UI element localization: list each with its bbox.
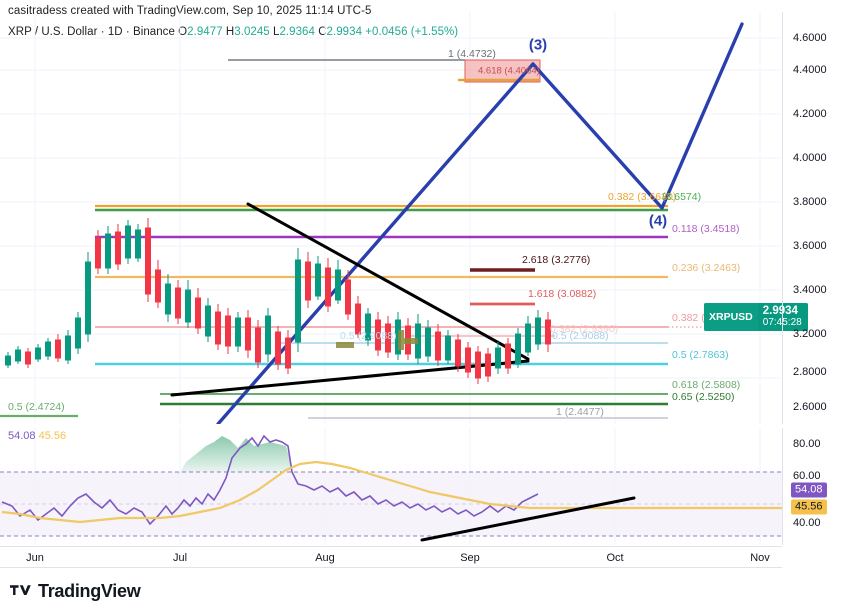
price-badge-symbol: XRPUSD [704, 303, 758, 331]
price-axis-label-5: 3.6000 [793, 240, 827, 252]
rsi-axis-label-60: 60.00 [793, 470, 821, 482]
fib-label-0-118-3-4518: 0.118 (3.4518) [672, 223, 740, 235]
time-axis-label-jul: Jul [172, 552, 188, 564]
price-axis-label-6: 3.4000 [793, 284, 827, 296]
attribution-text: casitradess created with TradingView.com… [8, 5, 372, 17]
symbol-legend: XRP / U.S. Dollar · 1D · Binance O2.9477… [8, 26, 458, 38]
rsi-overbought-fill [178, 436, 292, 476]
fib-label-0-5-2-7863: 0.5 (2.7863) [672, 349, 729, 361]
fib-label-0-5-2-9088-left: 0.5 (2.9088) [340, 330, 397, 342]
rsi-ma-value-tag: 45.56 [791, 499, 827, 515]
rsi-legend: 54.08 45.56 [8, 430, 66, 442]
rsi-value-tag: 54.08 [791, 482, 827, 498]
rsi-axis-label-40: 40.00 [793, 517, 821, 529]
fib-label-0-382-3-6630: 0.382 (3.6630) [608, 191, 677, 203]
fib-label-1-2-4477: 1 (2.4477) [556, 406, 604, 418]
rsi-legend-ma-value: 45.56 [38, 430, 67, 442]
elliott-wave-projection [216, 22, 744, 424]
fib-label-0-236-3-2463: 0.236 (3.2463) [672, 262, 741, 274]
fib-label-4-618: 4.618 (4.4064) [478, 65, 540, 77]
time-axis-label-nov: Nov [750, 552, 770, 564]
rsi-plot-svg [0, 428, 782, 545]
rsi-level-lines [0, 471, 782, 537]
price-axis-label-3: 4.0000 [793, 152, 827, 164]
open-value: 2.9477 [187, 26, 223, 38]
tradingview-mark-icon [10, 584, 31, 595]
time-axis-label-jun: Jun [26, 552, 44, 564]
price-plot-svg [0, 12, 782, 424]
wave-label-4: (4) [648, 212, 668, 230]
price-badge-price: 2.9934 [762, 305, 798, 317]
price-pane[interactable]: 1 (4.4732) 4.618 (4.4064) 0.382 (3.6630)… [0, 12, 782, 424]
time-axis-label-aug: Aug [315, 552, 335, 564]
time-axis[interactable]: Jun Jul Aug Sep Oct Nov [0, 546, 782, 568]
price-axis-label-7: 3.2000 [793, 328, 827, 340]
low-key: L [273, 26, 280, 38]
fib-label-0-382-2-9390: 0.382 (2.9390) [550, 323, 619, 335]
change-percent: (+1.55%) [410, 26, 459, 38]
wave-label-3: (3) [528, 36, 548, 54]
time-axis-label-oct: Oct [606, 552, 624, 564]
symbol-name[interactable]: XRP / U.S. Dollar · 1D · Binance [8, 26, 175, 38]
rsi-grid-vertical [34, 428, 761, 545]
low-value: 2.9364 [279, 26, 315, 38]
fib-label-2-618-3-2776: 2.618 (3.2776) [522, 254, 591, 266]
close-key: C [318, 26, 327, 38]
close-value: 2.9934 [326, 26, 363, 38]
rsi-line [1, 434, 539, 526]
rsi-pane[interactable] [0, 428, 782, 545]
price-axis-label-0: 4.6000 [793, 32, 827, 44]
high-value: 3.0245 [234, 26, 270, 38]
rsi-axis-label-80: 80.00 [793, 438, 821, 450]
grid-horizontal [0, 37, 782, 379]
order-markers [336, 330, 418, 350]
fib-label-1-618-3-0882: 1.618 (3.0882) [528, 288, 597, 300]
tradingview-wordmark: TradingView [38, 581, 141, 601]
price-axis-label-4: 3.8000 [793, 196, 827, 208]
rsi-axis[interactable]: 80.00 60.00 54.08 45.56 40.00 [782, 428, 860, 545]
fib-label-0-5-2-4724: 0.5 (2.4724) [8, 401, 65, 413]
open-key: O [178, 26, 188, 38]
change-value: +0.0456 [365, 26, 408, 38]
rsi-legend-rsi-value: 54.08 [8, 430, 36, 442]
price-axis-label-9: 2.6000 [793, 401, 827, 413]
fib-label-3-6574: (3.6574) [662, 191, 702, 203]
time-axis-label-sep: Sep [460, 552, 480, 564]
fib-label-1-4732: 1 (4.4732) [448, 48, 496, 60]
fib-label-0-618-2-5808: 0.618 (2.5808) [672, 379, 741, 391]
high-key: H [225, 26, 235, 38]
fib-label-0-5-2-9088-right: 0.5 (2.9088) [552, 330, 609, 342]
candlestick-series [5, 218, 551, 384]
rsi-ma-line [1, 460, 782, 524]
fib-label-0-65-2-5250: 0.65 (2.5250) [672, 391, 735, 403]
tradingview-logo[interactable]: TradingView [10, 581, 141, 602]
price-axis-label-1: 4.4000 [793, 64, 827, 76]
rsi-trendline [420, 496, 636, 542]
price-axis-label-8: 2.8000 [793, 366, 827, 378]
trendline-descending [246, 202, 530, 361]
price-axis[interactable]: 4.6000 4.4000 4.2000 4.0000 3.8000 3.600… [782, 12, 860, 424]
price-axis-label-2: 4.2000 [793, 108, 827, 120]
